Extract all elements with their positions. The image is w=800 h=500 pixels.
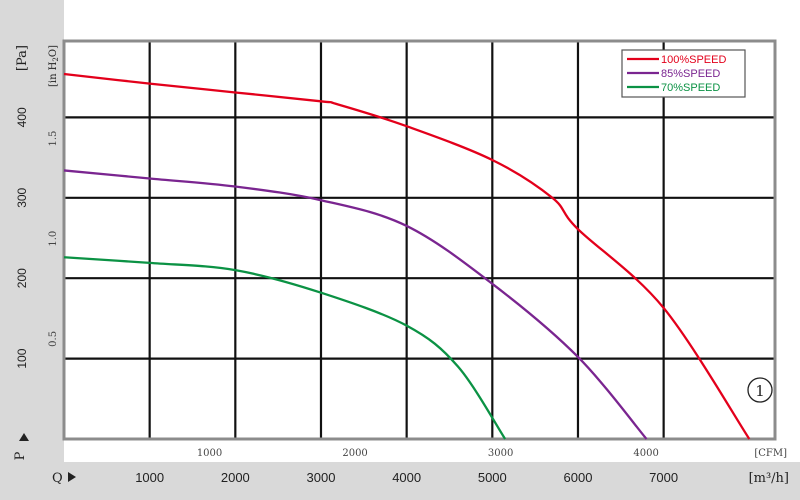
legend-label: 85%SPEED: [661, 68, 720, 80]
plot-frame: [62, 39, 777, 441]
legend-label: 70%SPEED: [661, 82, 720, 94]
x-tick-label-m3h: 3000: [307, 470, 336, 485]
x-axis-name: Q: [52, 471, 63, 486]
series-line-1: [63, 72, 751, 440]
x-tick-label-cfm: 4000: [633, 448, 658, 459]
plot-background: [64, 41, 775, 439]
x-unit-m3h: [m³/h]: [749, 471, 789, 486]
bottom-band: [0, 462, 800, 500]
y-axis-unit-labels: [Pa] [in H2O] P: [13, 45, 60, 460]
left-band: [0, 0, 64, 462]
grid: [64, 41, 775, 439]
y-axis-name: P: [13, 451, 28, 460]
y-tick-label-inh2o: 0.5: [48, 331, 59, 347]
legend-items: 100%SPEED 85%SPEED 70%SPEED: [627, 54, 726, 94]
legend-label: 100%SPEED: [661, 54, 726, 66]
x-tick-label-m3h: 4000: [392, 470, 421, 485]
x-tick-label-m3h: 5000: [478, 470, 507, 485]
x-tick-label-cfm: 2000: [342, 448, 367, 459]
y-tick-label-inh2o: 1.5: [48, 131, 59, 147]
y-tick-label-inh2o: 1.0: [48, 231, 59, 247]
annotation-text: 1: [755, 382, 765, 400]
y-unit-inh2o: [in H2O]: [48, 45, 60, 87]
x-axis-arrow-icon: [68, 472, 76, 482]
series-line-3: [63, 256, 507, 440]
x-tick-label-cfm: 1000: [197, 448, 222, 459]
x-tick-label-m3h: 6000: [564, 470, 593, 485]
x-tick-label-m3h: 1000: [135, 470, 164, 485]
x-unit-cfm: [CFM]: [754, 448, 787, 459]
y-tick-label-pa: 200: [15, 268, 29, 288]
legend: 100%SPEED 85%SPEED 70%SPEED: [621, 49, 746, 98]
y-tick-label-pa: 400: [15, 107, 29, 127]
x-axis-unit-labels: Q [CFM] [m³/h]: [52, 448, 789, 486]
y-tick-label-pa: 100: [15, 348, 29, 368]
x-tick-label-m3h: 7000: [649, 470, 678, 485]
y-unit-pa: [Pa]: [15, 45, 30, 71]
x-tick-label-cfm: 3000: [488, 448, 513, 459]
y-axis-arrow-icon: [19, 433, 29, 441]
curve-annotation: 1: [747, 377, 773, 403]
x-tick-label-m3h: 2000: [221, 470, 250, 485]
annotation-circle: [747, 377, 773, 403]
y-tick-label-pa: 300: [15, 187, 29, 207]
series-line-2: [63, 169, 648, 440]
series-lines: [63, 72, 751, 440]
